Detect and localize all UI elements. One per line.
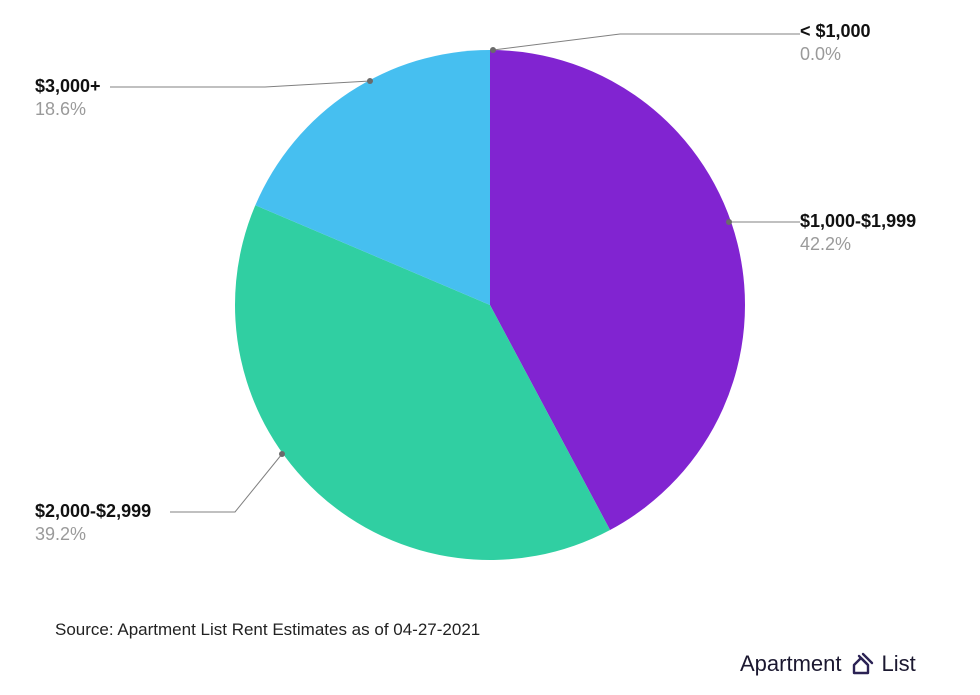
slice-label-value: 0.0% [800, 43, 871, 66]
leader-line [493, 34, 800, 50]
leader-dot [490, 47, 496, 53]
pie-chart-svg [0, 0, 980, 695]
leader-line [170, 454, 282, 512]
leader-dot [367, 78, 373, 84]
brand-house-icon [848, 650, 876, 678]
brand-word-2: List [882, 651, 916, 677]
slice-label-name: $2,000-$2,999 [35, 500, 151, 523]
leader-dot [279, 451, 285, 457]
slice-label-1000-1999: $1,000-$1,999 42.2% [800, 210, 916, 255]
slice-label-3000-plus: $3,000+ 18.6% [35, 75, 101, 120]
pie-chart-container: < $1,000 0.0% $1,000-$1,999 42.2% $2,000… [0, 0, 980, 695]
slice-label-name: $3,000+ [35, 75, 101, 98]
slice-label-value: 39.2% [35, 523, 151, 546]
slice-label-value: 42.2% [800, 233, 916, 256]
brand-word-1: Apartment [740, 651, 842, 677]
slice-label-under-1000: < $1,000 0.0% [800, 20, 871, 65]
leader-dot [726, 219, 732, 225]
slice-label-value: 18.6% [35, 98, 101, 121]
source-caption: Source: Apartment List Rent Estimates as… [55, 620, 480, 640]
leader-line [110, 81, 370, 87]
brand-logo: Apartment List [740, 650, 916, 678]
slice-label-name: < $1,000 [800, 20, 871, 43]
slice-label-2000-2999: $2,000-$2,999 39.2% [35, 500, 151, 545]
slice-label-name: $1,000-$1,999 [800, 210, 916, 233]
